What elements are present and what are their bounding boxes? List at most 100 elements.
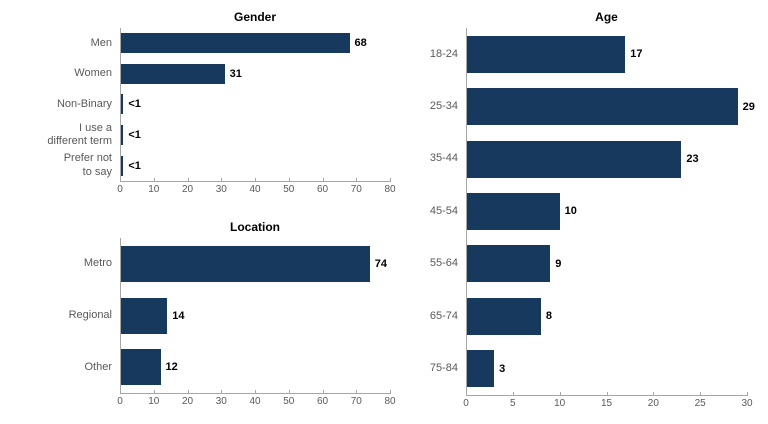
category-label: Other <box>84 360 112 373</box>
gender-axis-row: 0 10 20 30 40 50 60 70 80 <box>8 178 396 198</box>
category-label: I use a different term <box>47 121 112 148</box>
bar-track: <1 <box>120 120 390 151</box>
x-tick-mark <box>120 178 121 182</box>
bar <box>466 35 626 73</box>
value-label: 3 <box>499 362 506 375</box>
x-tick-mark <box>221 390 223 394</box>
bar-row: Men 68 <box>8 28 390 59</box>
bar-track: 23 <box>466 133 747 185</box>
bar-track: 10 <box>466 185 747 237</box>
x-tick-label: 0 <box>463 398 469 409</box>
x-tick-mark <box>187 178 189 182</box>
bar-track: 68 <box>120 28 390 59</box>
bar <box>120 125 124 146</box>
x-tick-label: 20 <box>647 398 659 409</box>
bar <box>466 350 495 388</box>
category-label: Men <box>90 36 112 49</box>
x-tick-label: 20 <box>181 184 194 195</box>
bar-track: 29 <box>466 80 755 132</box>
bar-row: 25-34 29 <box>400 80 755 132</box>
gender-chart: Gender Men 68 Women 31 Non-Binary <1 I use a d… <box>8 6 396 198</box>
bar-row: 75-84 3 <box>400 343 747 395</box>
x-tick-mark <box>153 390 155 394</box>
value-label: 8 <box>545 310 553 323</box>
location-plot-area: Metro 74 Regional 14 Other 12 <box>8 238 390 393</box>
category-label: Non-Binary <box>56 97 112 110</box>
chart-title-age: Age <box>595 10 618 24</box>
bar-row: 18-24 17 <box>400 28 747 80</box>
x-tick-mark <box>255 178 256 182</box>
x-tick-mark <box>390 178 391 182</box>
bar <box>120 245 370 282</box>
category-label: Regional <box>68 308 112 321</box>
bar <box>120 33 350 54</box>
bar-row: 55-64 9 <box>400 238 747 290</box>
category-label: 55-64 <box>429 257 458 270</box>
gender-title-row: Gender <box>8 6 390 28</box>
x-tick-label: 30 <box>741 398 753 409</box>
x-tick-mark <box>390 390 391 394</box>
x-tick-mark <box>322 390 324 394</box>
axis-spacer <box>8 393 120 410</box>
location-y-axis-line <box>120 238 121 393</box>
age-chart: Age 18-24 17 25-34 29 35-44 23 45-54 10 55-64 9 65… <box>400 6 755 412</box>
x-tick-mark <box>187 390 189 394</box>
bar-track: 12 <box>120 341 390 393</box>
x-tick-label: 50 <box>283 184 295 195</box>
x-tick-mark <box>700 392 702 396</box>
value-label: 29 <box>742 100 755 113</box>
bar-track: 74 <box>120 238 390 290</box>
bar-row: I use a different term <1 <box>8 120 390 151</box>
location-title-row: Location <box>8 216 390 238</box>
x-tick-mark <box>120 390 121 394</box>
title-spacer <box>8 216 120 238</box>
bar-track: 17 <box>466 28 747 80</box>
bar <box>120 155 124 176</box>
gender-plot-area: Men 68 Women 31 Non-Binary <1 I use a differen… <box>8 28 390 181</box>
title-spacer <box>8 6 120 28</box>
x-tick-label: 40 <box>249 184 261 195</box>
bar <box>120 349 161 386</box>
bar-track: <1 <box>120 150 390 181</box>
category-label: 45-54 <box>429 204 458 217</box>
x-tick-label: 20 <box>181 396 194 407</box>
x-tick-mark <box>153 178 155 182</box>
bar-row: Prefer not to say <1 <box>8 150 390 181</box>
value-label: 12 <box>165 361 178 374</box>
x-tick-mark <box>466 392 467 396</box>
value-label: 23 <box>686 153 699 166</box>
value-label: 17 <box>630 48 643 61</box>
x-tick-label: 50 <box>283 396 295 407</box>
category-label: 75-84 <box>429 362 458 375</box>
gender-x-axis: 0 10 20 30 40 50 60 70 80 <box>117 178 396 198</box>
bar-row: 45-54 10 <box>400 185 747 237</box>
x-tick-label: 25 <box>694 398 706 409</box>
age-axis-row: 0 5 10 15 20 25 30 <box>400 392 753 412</box>
bar <box>466 140 682 178</box>
x-tick-label: 60 <box>316 396 329 407</box>
x-tick-label: 10 <box>554 398 566 409</box>
x-tick-label: 40 <box>249 396 261 407</box>
category-label: Women <box>74 67 112 80</box>
value-label: 14 <box>172 309 185 322</box>
x-tick-label: 30 <box>215 184 227 195</box>
value-label: <1 <box>128 159 141 172</box>
x-tick-mark <box>559 392 561 396</box>
x-tick-mark <box>606 392 608 396</box>
bar-track: 9 <box>466 238 747 290</box>
x-tick-mark <box>653 392 655 396</box>
x-tick-label: 15 <box>600 398 613 409</box>
category-label: Prefer not to say <box>63 152 112 178</box>
location-chart: Location Metro 74 Regional 14 Other 12 0 10 20 3… <box>8 216 396 410</box>
bar-row: 65-74 8 <box>400 290 747 342</box>
value-label: <1 <box>128 98 141 111</box>
x-tick-mark <box>255 390 256 394</box>
age-title-row: Age <box>400 6 747 28</box>
bar <box>466 245 551 283</box>
category-label: 25-34 <box>429 100 458 113</box>
location-x-axis: 0 10 20 30 40 50 60 70 80 <box>117 390 396 410</box>
chart-title-gender: Gender <box>233 10 276 24</box>
category-label: 18-24 <box>429 47 458 60</box>
x-tick-label: 70 <box>350 396 362 407</box>
bar-track: 14 <box>120 290 390 342</box>
